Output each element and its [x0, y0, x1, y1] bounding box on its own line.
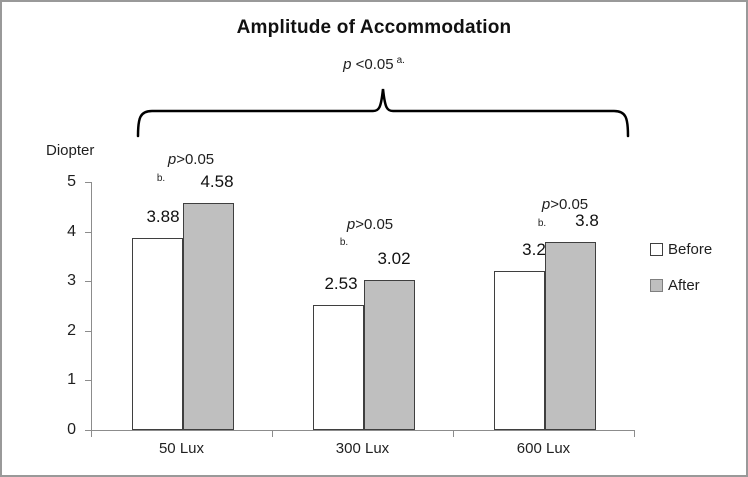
group-significance-annotation-2: p>0.05 — [320, 215, 420, 235]
y-axis-tick-label: 1 — [67, 371, 76, 389]
bar-after-50-lux — [182, 202, 234, 430]
x-axis-category-label-300-lux: 300 Lux — [335, 440, 390, 457]
y-axis-tick-label: 5 — [67, 173, 76, 190]
p-symbol: p — [343, 56, 352, 73]
y-axis-tick — [85, 281, 91, 283]
x-axis-tick — [272, 431, 273, 437]
p-value-text: <0.05 — [351, 56, 394, 73]
p-symbol: p — [346, 216, 356, 233]
overall-significance-annotation: p <0.05 a. — [2, 55, 746, 73]
y-axis-tick — [85, 231, 91, 233]
y-axis-tick — [85, 330, 91, 332]
bar-before-300-lux — [312, 304, 364, 430]
legend-item-after: After — [650, 276, 712, 294]
y-axis-line — [91, 182, 92, 430]
value-label-after-50-lux: 4.58 — [200, 171, 234, 191]
y-axis-tick — [85, 380, 91, 382]
value-label-before-300-lux: 2.53 — [324, 273, 358, 293]
p-value-text: >0.05 — [550, 196, 589, 213]
group-superscript-b-2: b. — [339, 237, 349, 248]
y-axis-tick-label: 3 — [67, 272, 76, 290]
legend-label-after: After — [668, 276, 700, 294]
x-axis-category-label-50-lux: 50 Lux — [158, 440, 205, 457]
legend-swatch-before — [650, 242, 663, 256]
bar-after-300-lux — [363, 280, 415, 430]
bar-after-600-lux — [544, 241, 596, 430]
value-label-after-300-lux: 3.02 — [377, 249, 411, 269]
y-axis-tick-label: 0 — [67, 421, 76, 438]
value-label-before-50-lux: 3.88 — [146, 206, 180, 226]
y-axis-title: Diopter — [46, 142, 95, 159]
group-significance-annotation-1: p>0.05 — [141, 150, 241, 170]
group-significance-annotation-3: p>0.05 — [515, 195, 615, 215]
p-value-text: >0.05 — [176, 151, 215, 168]
y-axis-tick — [85, 182, 91, 183]
bar-before-600-lux — [493, 271, 545, 430]
legend: Before After — [650, 240, 712, 312]
p-symbol: p — [167, 151, 177, 168]
x-axis-tick — [91, 431, 92, 437]
group-superscript-b-1: b. — [156, 173, 166, 184]
p-value-text: >0.05 — [355, 216, 394, 233]
y-axis-tick — [85, 430, 91, 431]
group-superscript-b-3: b. — [537, 218, 547, 229]
value-label-after-600-lux: 3.8 — [575, 210, 599, 230]
y-axis-tick-label: 2 — [67, 321, 76, 339]
x-axis-tick — [453, 431, 454, 437]
chart-title: Amplitude of Accommodation — [236, 17, 512, 38]
x-axis-tick — [634, 431, 635, 437]
x-axis-line — [91, 430, 635, 431]
value-label-before-600-lux: 3.2 — [522, 240, 546, 260]
y-axis-tick-label: 4 — [67, 222, 76, 240]
legend-item-before: Before — [650, 240, 712, 258]
legend-swatch-after — [650, 278, 663, 292]
x-axis-category-label-600-lux: 600 Lux — [516, 440, 571, 457]
legend-label-before: Before — [668, 240, 713, 258]
superscript-a: a. — [396, 55, 405, 66]
p-symbol: p — [541, 196, 551, 213]
bar-before-50-lux — [131, 237, 183, 430]
